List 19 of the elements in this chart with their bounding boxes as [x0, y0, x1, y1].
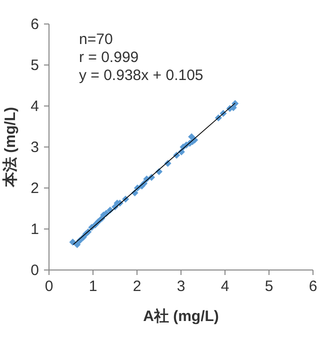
x-tick-label: 0	[44, 278, 54, 295]
y-tick-label: 6	[30, 16, 39, 33]
y-tick-label: 2	[30, 180, 39, 197]
x-tick-label: 4	[220, 278, 230, 295]
annotation: r = 0.999	[79, 49, 139, 66]
annotation: y = 0.938x + 0.105	[79, 67, 204, 84]
annotation: n=70	[79, 31, 113, 48]
x-tick-label: 3	[176, 278, 186, 295]
y-tick-label: 4	[30, 98, 39, 115]
y-axis-title: 本法 (mg/L)	[2, 107, 19, 188]
x-tick-label: 1	[88, 278, 98, 295]
y-tick-label: 5	[30, 57, 39, 74]
x-tick-label: 5	[264, 278, 274, 295]
y-tick-label: 3	[30, 139, 39, 156]
x-tick-label: 2	[132, 278, 142, 295]
x-axis-title: A社 (mg/L)	[143, 308, 219, 325]
y-tick-label: 1	[30, 221, 39, 238]
y-tick-label: 0	[30, 262, 39, 279]
x-tick-label: 6	[308, 278, 318, 295]
